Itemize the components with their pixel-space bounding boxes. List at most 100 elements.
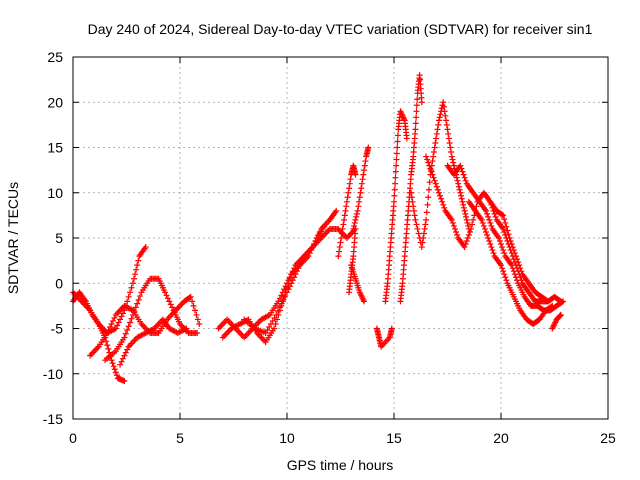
series-pass-s — [465, 198, 556, 327]
data-point-plus — [333, 207, 340, 214]
data-point-plus — [356, 198, 363, 205]
x-tick-label: 10 — [279, 430, 295, 446]
series-pass-n — [382, 108, 410, 305]
data-point-plus — [456, 186, 463, 193]
data-point-plus — [508, 241, 515, 248]
data-point-plus — [511, 271, 518, 278]
data-point-plus — [275, 308, 282, 315]
data-point-plus — [445, 130, 452, 137]
data-point-plus — [276, 304, 283, 311]
data-point-plus — [340, 221, 347, 228]
data-point-plus — [162, 289, 169, 296]
data-point-plus — [118, 358, 125, 365]
data-point-plus — [347, 176, 354, 183]
data-point-plus — [343, 203, 350, 210]
data-point-plus — [410, 203, 417, 210]
data-point-plus — [514, 277, 521, 284]
data-point-plus — [450, 222, 457, 229]
data-point-plus — [428, 168, 435, 175]
data-point-plus — [130, 275, 137, 282]
data-point-plus — [264, 327, 271, 334]
data-point-plus — [453, 174, 460, 181]
data-point-plus — [437, 111, 444, 118]
data-point-plus — [436, 114, 443, 121]
data-point-plus — [393, 150, 400, 157]
data-point-plus — [544, 297, 551, 304]
data-point-plus — [337, 239, 344, 246]
data-point-plus — [500, 225, 507, 232]
data-point-plus — [500, 268, 507, 275]
data-point-plus — [443, 117, 450, 124]
data-point-plus — [481, 225, 488, 232]
data-point-plus — [431, 144, 438, 151]
data-point-plus — [122, 330, 129, 337]
y-axis-title: SDTVAR / TECUs — [5, 182, 21, 294]
data-point-plus — [441, 204, 448, 211]
data-point-plus — [132, 304, 139, 311]
data-point-plus — [362, 158, 369, 165]
data-point-plus — [461, 244, 468, 251]
data-point-plus — [557, 311, 564, 318]
data-point-plus — [412, 120, 419, 127]
data-point-plus — [273, 311, 280, 318]
data-point-plus — [295, 265, 302, 272]
data-point-plus — [361, 167, 368, 174]
data-point-plus — [548, 303, 555, 310]
data-point-plus — [462, 241, 469, 248]
data-point-plus — [391, 198, 397, 205]
data-point-plus — [365, 144, 372, 151]
data-point-plus — [403, 135, 410, 142]
data-point-plus — [412, 126, 419, 133]
data-points — [70, 72, 567, 384]
data-point-plus — [194, 316, 201, 323]
series-pass-k — [350, 144, 372, 232]
data-point-plus — [558, 299, 565, 306]
data-point-plus — [108, 357, 115, 364]
data-point-plus — [509, 244, 516, 251]
data-point-plus — [506, 235, 513, 241]
data-point-plus — [336, 248, 343, 255]
data-point-plus — [430, 174, 437, 181]
series-pass-i — [335, 162, 359, 260]
data-point-plus — [359, 176, 366, 183]
data-point-plus — [453, 228, 460, 235]
data-point-plus — [346, 180, 353, 187]
data-point-plus — [459, 168, 466, 175]
data-point-plus — [190, 302, 197, 309]
data-point-plus — [440, 99, 447, 106]
data-point-plus — [105, 327, 112, 334]
data-point-plus — [421, 225, 428, 232]
data-point-plus — [463, 216, 470, 223]
x-tick-label: 5 — [176, 430, 184, 446]
data-point-plus — [122, 349, 129, 356]
data-point-plus — [285, 286, 292, 293]
data-point-plus — [447, 144, 454, 151]
data-point-plus — [408, 194, 415, 201]
data-point-plus — [507, 238, 514, 245]
series-pass-o — [397, 72, 425, 305]
data-point-plus — [412, 216, 419, 223]
data-point-plus — [499, 244, 506, 251]
data-point-plus — [557, 312, 564, 319]
data-point-plus — [271, 325, 278, 332]
series-pass-q — [423, 153, 564, 305]
data-point-plus — [488, 222, 495, 229]
data-point-plus — [110, 363, 117, 370]
data-point-plus — [142, 244, 149, 251]
data-point-plus — [499, 211, 506, 218]
data-point-plus — [353, 210, 360, 217]
data-point-plus — [435, 189, 442, 196]
y-tick-label: 0 — [55, 275, 63, 291]
data-point-plus — [336, 244, 343, 251]
data-point-plus — [269, 317, 276, 324]
data-point-plus — [112, 325, 119, 332]
data-point-plus — [501, 228, 508, 235]
data-point-plus — [492, 213, 499, 220]
data-point-plus — [298, 259, 305, 266]
series-pass-b — [70, 244, 149, 337]
data-point-plus — [271, 314, 278, 321]
data-point-plus — [355, 203, 362, 210]
data-point-plus — [392, 168, 399, 175]
data-point-plus — [440, 103, 447, 110]
data-point-plus — [503, 223, 510, 230]
